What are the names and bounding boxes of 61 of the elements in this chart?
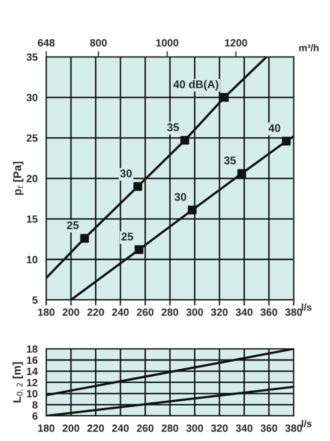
annotation: 25	[67, 221, 79, 230]
annotation: 30	[120, 169, 132, 178]
point	[237, 169, 246, 178]
x-tick-label: 340	[236, 308, 252, 316]
x-tick-label: 260	[136, 424, 154, 432]
point	[220, 93, 229, 102]
x-tick-label: 280	[162, 308, 178, 316]
point	[180, 136, 190, 145]
x-tick-label: 340	[236, 424, 252, 432]
annotation: 40 dB(A)	[173, 80, 218, 90]
y-tick-label: 30	[26, 94, 38, 102]
annotation: 35	[167, 123, 179, 132]
x-tick-label: 380	[285, 308, 302, 316]
x-tick-label: 200	[62, 424, 80, 432]
y-tick-label: 15	[26, 215, 38, 223]
y-tick-label: 5	[32, 296, 38, 304]
y-axis-title: p$_{t}$ [Pa]	[13, 162, 24, 195]
x-tick-label: 280	[162, 424, 178, 432]
annotation: 30	[174, 192, 186, 201]
x-tick-label: 180	[38, 308, 54, 316]
x2-axis-title: m³/h	[299, 44, 319, 52]
x-tick-label: 220	[87, 424, 104, 432]
x-tick-label: 240	[112, 424, 129, 432]
x-tick-label: 300	[186, 308, 203, 316]
y-tick-label: 18	[26, 345, 38, 353]
y-axis-title: L$_{0,2}$ [m]	[12, 362, 24, 402]
x2-tick-label: 1200	[225, 39, 248, 46]
x2-tick-label: 800	[90, 39, 107, 46]
point	[80, 234, 89, 243]
point	[282, 136, 291, 146]
x-tick-label: 200	[62, 308, 80, 316]
point	[188, 206, 197, 214]
y-tick-label: 20	[26, 174, 38, 182]
x2-tick-label: 1000	[156, 39, 178, 46]
x-tick-label: 240	[112, 308, 129, 316]
x-axis-title: l/s	[302, 420, 312, 428]
x-tick-label: 300	[186, 424, 203, 432]
point	[134, 245, 144, 254]
y-tick-label: 35	[26, 53, 38, 61]
y-tick-label: 16	[26, 356, 38, 364]
y-tick-label: 6	[32, 412, 38, 420]
x-tick-label: 320	[211, 424, 228, 432]
x-tick-label: 380	[285, 424, 302, 432]
x-tick-label: 180	[38, 424, 54, 432]
y-tick-label: 14	[26, 368, 38, 375]
y-tick-label: 10	[26, 390, 38, 398]
x-tick-label: 220	[87, 308, 104, 316]
x-tick-label: 320	[211, 308, 228, 316]
x-tick-label: 260	[136, 308, 154, 316]
x-tick-label: 360	[260, 424, 278, 432]
x-axis-title: l/s	[302, 304, 312, 311]
y-tick-label: 10	[26, 256, 38, 264]
point	[133, 182, 142, 191]
annotation: 40	[268, 124, 280, 132]
x-tick-label: 360	[260, 308, 278, 316]
y-tick-label: 8	[32, 401, 38, 409]
x2-tick-label: 648	[38, 39, 55, 46]
y-tick-label: 12	[26, 378, 38, 386]
annotation: 25	[121, 232, 134, 241]
y-tick-label: 25	[26, 134, 38, 142]
annotation: 35	[224, 156, 236, 164]
